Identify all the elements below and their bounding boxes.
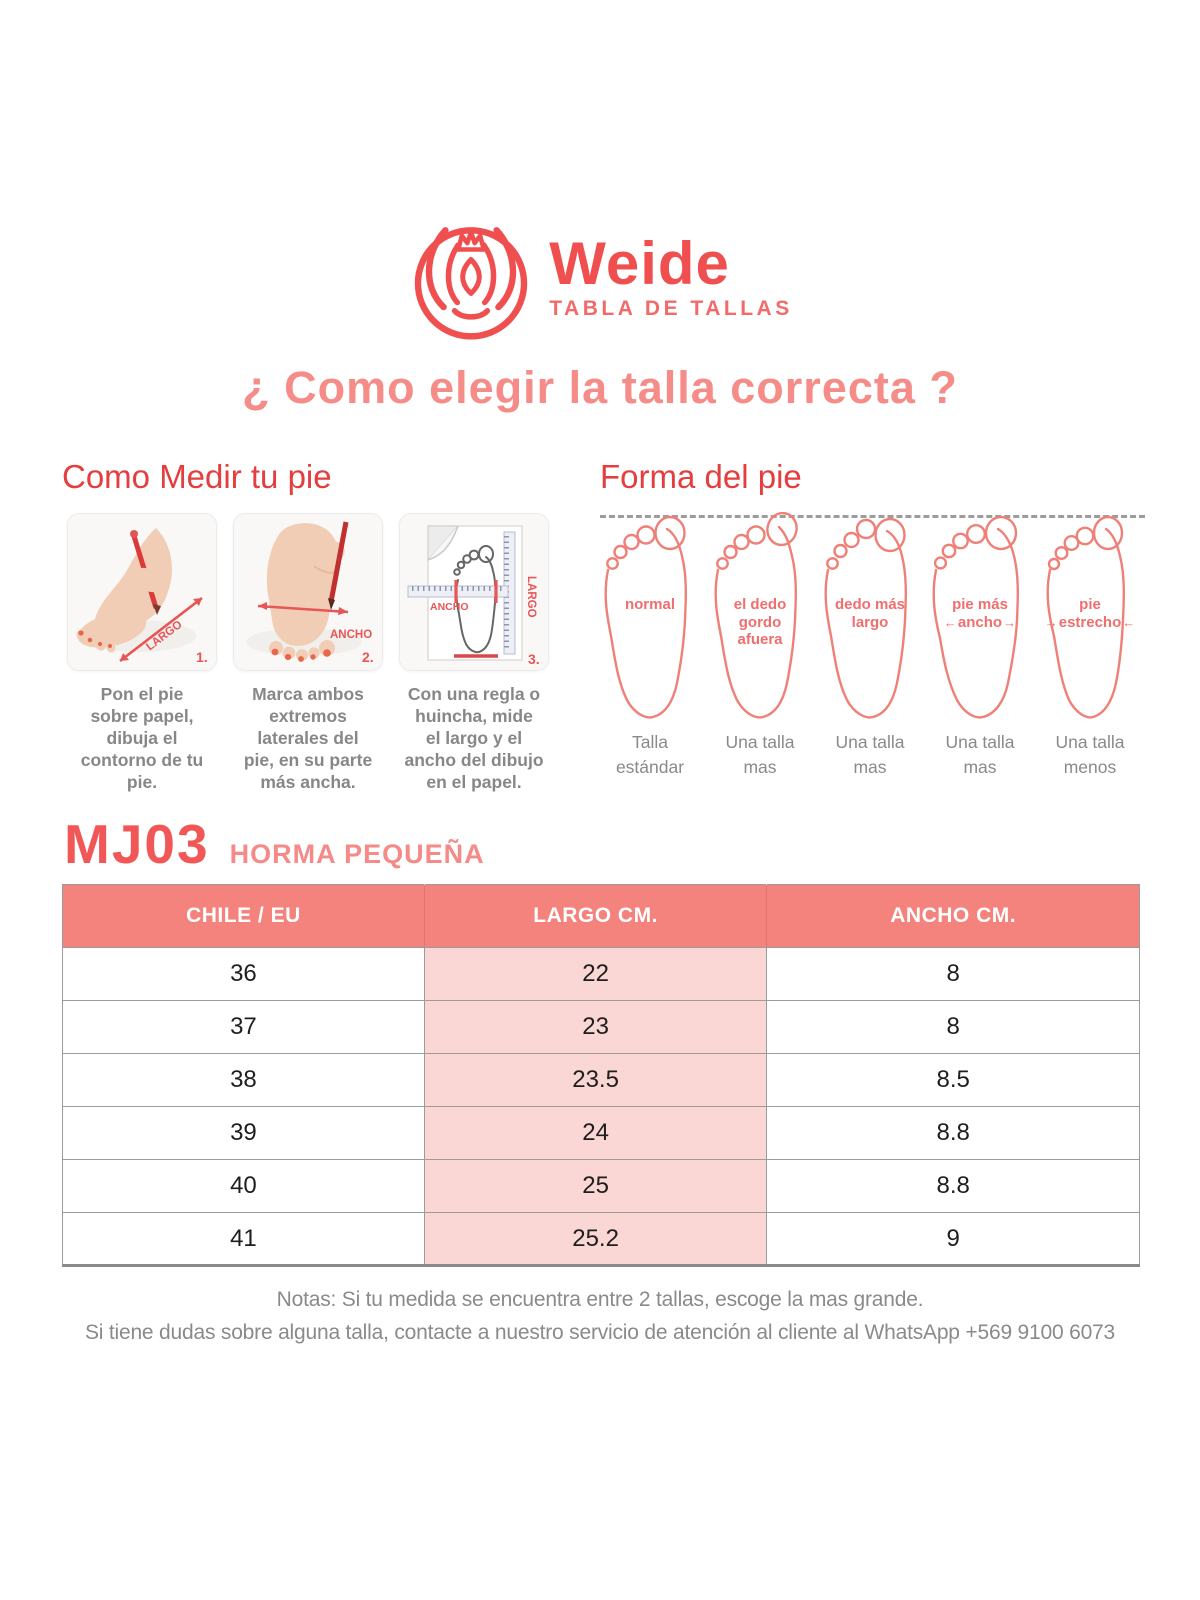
foot-item-pie-mas-ancho: pie más ← ancho → xyxy=(930,512,1030,720)
brand-logo: Weide TABLA DE TALLAS xyxy=(0,212,1200,340)
cell-ancho: 8.8 xyxy=(766,1106,1140,1160)
cell-largo: 23 xyxy=(423,1000,768,1054)
arrow-right-icon: → xyxy=(1003,614,1017,630)
cell-largo: 22 xyxy=(423,947,768,1001)
logo-text: Weide TABLA DE TALLAS xyxy=(549,232,792,321)
brand-name: Weide xyxy=(549,229,730,297)
foot-outline-icon xyxy=(932,515,1020,719)
cell-largo: 25.2 xyxy=(423,1212,768,1266)
foot-item-dedo-gordo-afuera: el dedo gordo afuera xyxy=(710,512,810,720)
cell-size: 37 xyxy=(62,1000,425,1054)
cell-ancho: 8 xyxy=(766,1000,1140,1054)
foot-caption: Una talla mas xyxy=(725,732,795,778)
cell-largo: 24 xyxy=(423,1106,768,1160)
foot-shapes-section: Forma del pie normal el dedo gordo afuer… xyxy=(600,458,1145,781)
brand-subtitle: TABLA DE TALLAS xyxy=(549,296,793,320)
cell-largo: 25 xyxy=(423,1159,768,1213)
dashed-divider xyxy=(600,515,1145,518)
feet-row: normal el dedo gordo afuera dedo más lar… xyxy=(600,512,1145,720)
table-row: 36 22 8 xyxy=(62,947,1140,1001)
foot-caption: Talla estándar xyxy=(615,732,685,778)
step-1-caption: Pon el pie sobre papel, dibuja el contor… xyxy=(80,684,204,793)
header-cell-chile-eu: CHILE / EU xyxy=(62,884,425,948)
step-3-ancho-label: ANCHO xyxy=(430,601,469,613)
size-table: CHILE / EU LARGO CM. ANCHO CM. 36 22 8 3… xyxy=(62,884,1140,1267)
foot-label-line2: estrecho xyxy=(1058,613,1122,631)
foot-outline-icon xyxy=(714,512,798,719)
note-line-1: Notas: Si tu medida se encuentra entre 2… xyxy=(276,1288,924,1311)
foot-label-line1: pie xyxy=(1079,596,1101,613)
foot-label-line1: pie más xyxy=(952,596,1008,613)
measure-steps: LARGO 1. xyxy=(62,513,582,671)
foot-label: normal xyxy=(624,596,675,613)
measure-heading: Como Medir tu pie xyxy=(62,458,332,495)
foot-outline-icon xyxy=(824,517,908,719)
step-2-number: 2. xyxy=(362,649,374,665)
foot-label: pie más ← ancho → xyxy=(924,596,1036,631)
foot-outline-icon xyxy=(604,515,688,719)
foot-caption: Una talla mas xyxy=(945,732,1015,778)
cell-size: 36 xyxy=(62,947,425,1001)
table-row: 40 25 8.8 xyxy=(62,1159,1140,1213)
cell-size: 41 xyxy=(62,1212,425,1266)
page-title: ¿ Como elegir la talla correcta ? xyxy=(242,362,958,413)
foot-item-dedo-mas-largo: dedo más largo xyxy=(820,512,920,720)
step-3-caption: Con una regla o huincha, mide el largo y… xyxy=(404,684,544,793)
arrow-left-icon: ← xyxy=(1122,614,1136,630)
step-card-3: ANCHO LARGO 3. xyxy=(399,513,549,671)
header-cell-ancho-cm: ANCHO CM. xyxy=(766,884,1140,948)
foot-caption: Una talla menos xyxy=(1055,732,1125,778)
measure-section: Como Medir tu pie xyxy=(62,458,582,793)
notes: Notas: Si tu medida se encuentra entre 2… xyxy=(0,1283,1200,1349)
cell-ancho: 8.8 xyxy=(766,1159,1140,1213)
cell-size: 40 xyxy=(62,1159,425,1213)
shapes-heading: Forma del pie xyxy=(600,458,802,495)
arrow-right-icon: → xyxy=(1044,614,1058,630)
arrow-left-icon: ← xyxy=(943,614,957,630)
header-cell-largo-cm: LARGO CM. xyxy=(423,884,767,948)
step-3-illustration-icon: ANCHO LARGO 3. xyxy=(400,514,548,670)
step-2-ancho-label: ANCHO xyxy=(330,629,372,641)
foot-outline-icon xyxy=(1046,515,1126,719)
step-card-2: ANCHO 2. xyxy=(233,513,383,671)
foot-item-pie-estrecho: pie → estrecho ← xyxy=(1040,512,1140,720)
foot-label: pie → estrecho ← xyxy=(1034,596,1146,631)
step-3-largo-label: LARGO xyxy=(525,576,537,618)
cell-ancho: 9 xyxy=(766,1212,1140,1266)
step-1-number: 1. xyxy=(196,649,208,665)
table-row: 37 23 8 xyxy=(62,1000,1140,1054)
foot-label: el dedo gordo afuera xyxy=(733,596,787,649)
model-subtitle: HORMA PEQUEÑA xyxy=(229,839,485,869)
cell-size: 38 xyxy=(62,1053,425,1107)
cell-size: 39 xyxy=(62,1106,425,1160)
foot-item-normal: normal xyxy=(600,512,700,720)
model-heading: MJ03 HORMA PEQUEÑA xyxy=(64,812,485,876)
foot-label-line2: ancho xyxy=(957,613,1003,631)
step-3-number: 3. xyxy=(528,651,540,667)
measure-captions: Pon el pie sobre papel, dibuja el contor… xyxy=(62,683,582,793)
step-2-caption: Marca ambos extremos laterales del pie, … xyxy=(243,684,373,793)
table-header-row: CHILE / EU LARGO CM. ANCHO CM. xyxy=(62,884,1140,948)
cell-ancho: 8 xyxy=(766,947,1140,1001)
table-row: 39 24 8.8 xyxy=(62,1106,1140,1160)
step-1-illustration-icon: LARGO 1. xyxy=(68,514,216,670)
step-card-1: LARGO 1. xyxy=(67,513,217,671)
feet-captions: Talla estándar Una talla mas Una talla m… xyxy=(600,730,1145,781)
cell-ancho: 8.5 xyxy=(766,1053,1140,1107)
lotus-swan-logo-icon xyxy=(415,227,528,340)
table-row: 41 25.2 9 xyxy=(62,1212,1140,1266)
table-row: 38 23.5 8.5 xyxy=(62,1053,1140,1107)
cell-largo: 23.5 xyxy=(423,1053,768,1107)
note-line-2: Si tiene dudas sobre alguna talla, conta… xyxy=(84,1321,1116,1344)
foot-caption: Una talla mas xyxy=(835,732,905,778)
step-2-illustration-icon: ANCHO 2. xyxy=(234,514,382,670)
model-code: MJ03 xyxy=(64,813,210,875)
foot-label: dedo más largo xyxy=(834,596,906,631)
